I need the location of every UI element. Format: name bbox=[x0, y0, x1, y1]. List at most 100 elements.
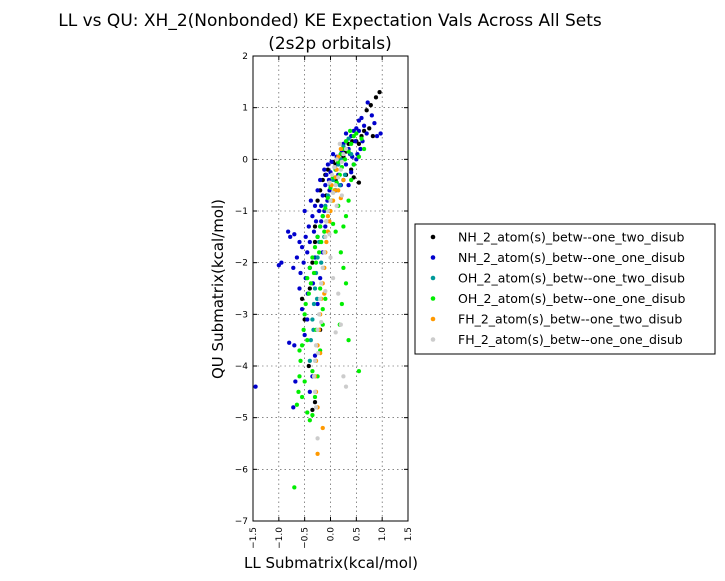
scatter-point bbox=[346, 183, 351, 188]
scatter-point bbox=[279, 260, 284, 265]
scatter-point bbox=[320, 307, 325, 312]
legend-marker bbox=[430, 316, 436, 322]
scatter-point bbox=[302, 332, 307, 338]
scatter-point bbox=[253, 384, 258, 389]
scatter-point bbox=[318, 296, 323, 301]
scatter-point bbox=[315, 234, 320, 239]
scatter-point bbox=[312, 286, 318, 291]
scatter-point bbox=[378, 131, 383, 136]
scatter-point bbox=[347, 128, 353, 134]
scatter-point bbox=[311, 301, 317, 307]
scatter-point bbox=[323, 183, 328, 188]
scatter-point bbox=[333, 330, 338, 335]
scatter-point bbox=[319, 219, 324, 224]
scatter-point bbox=[320, 265, 325, 270]
scatter-point bbox=[305, 338, 310, 343]
scatter-point bbox=[323, 224, 328, 229]
scatter-point bbox=[373, 95, 379, 100]
scatter-point bbox=[343, 281, 349, 286]
scatter-point bbox=[354, 157, 359, 162]
scatter-point bbox=[356, 141, 362, 146]
scatter-point bbox=[332, 164, 337, 170]
scatter-point bbox=[343, 146, 349, 152]
scatter-point bbox=[276, 263, 281, 268]
scatter-point bbox=[313, 260, 319, 265]
scatter-point bbox=[329, 172, 335, 177]
scatter-point bbox=[302, 379, 307, 384]
scatter-point bbox=[374, 133, 380, 139]
scatter-point bbox=[341, 224, 346, 229]
scatter-point bbox=[351, 133, 356, 139]
scatter-point bbox=[354, 126, 359, 131]
scatter-point bbox=[307, 286, 312, 291]
x-tick-label: 1.0 bbox=[378, 527, 388, 542]
scatter-point bbox=[312, 394, 318, 400]
scatter-point bbox=[342, 157, 348, 162]
scatter-point bbox=[303, 234, 308, 239]
legend-marker bbox=[430, 296, 436, 301]
scatter-point bbox=[334, 157, 339, 162]
scatter-point bbox=[336, 188, 341, 193]
scatter-point bbox=[322, 250, 327, 255]
scatter-point bbox=[308, 338, 314, 343]
scatter-point bbox=[302, 208, 307, 214]
scatter-point bbox=[359, 136, 364, 141]
scatter-point bbox=[338, 322, 343, 327]
scatter-point bbox=[341, 152, 346, 157]
scatter-point bbox=[312, 203, 318, 208]
y-tick-label: −7 bbox=[235, 517, 248, 527]
scatter-point bbox=[306, 363, 311, 369]
legend-label: OH_2_atom(s)_betw--one_one_disub bbox=[458, 291, 685, 306]
scatter-point bbox=[323, 296, 328, 301]
legend-marker bbox=[430, 255, 436, 260]
scatter-point bbox=[315, 198, 320, 203]
scatter-point bbox=[319, 239, 324, 245]
chart-title-line-2: (2s2p orbitals) bbox=[268, 34, 392, 54]
scatter-point bbox=[368, 102, 373, 108]
scatter-point bbox=[311, 374, 317, 379]
scatter-point bbox=[296, 389, 301, 394]
scatter-point bbox=[337, 141, 342, 146]
scatter-point bbox=[301, 327, 306, 332]
scatter-point bbox=[346, 338, 351, 343]
scatter-point bbox=[303, 301, 308, 307]
scatter-point bbox=[346, 149, 351, 154]
scatter-point bbox=[324, 172, 329, 177]
scatter-point bbox=[333, 229, 338, 234]
scatter-point bbox=[343, 384, 349, 389]
scatter-point bbox=[308, 198, 314, 203]
scatter-point bbox=[315, 451, 320, 456]
x-tick-label: −1.0 bbox=[275, 527, 285, 549]
y-tick-label: −3 bbox=[235, 310, 248, 320]
scatter-point bbox=[356, 128, 362, 134]
scatter-point bbox=[305, 317, 310, 322]
scatter-point bbox=[338, 250, 343, 255]
scatter-point bbox=[315, 301, 320, 307]
scatter-point bbox=[319, 319, 324, 325]
scatter-point bbox=[361, 128, 367, 134]
y-tick-label: −4 bbox=[235, 362, 249, 372]
scatter-point bbox=[323, 288, 328, 294]
scatter-point bbox=[349, 152, 354, 157]
scatter-point bbox=[294, 255, 300, 260]
scatter-point bbox=[285, 229, 291, 234]
scatter-point bbox=[310, 214, 315, 219]
scatter-point bbox=[341, 177, 346, 183]
scatter-point bbox=[354, 131, 359, 136]
scatter-point bbox=[316, 208, 322, 214]
scatter-point bbox=[302, 312, 307, 317]
y-tick-label: 1 bbox=[242, 104, 248, 114]
scatter-point bbox=[356, 118, 362, 123]
scatter-point bbox=[292, 232, 297, 237]
scatter-point bbox=[346, 136, 351, 141]
scatter-point bbox=[320, 425, 325, 431]
scatter-point bbox=[312, 358, 318, 363]
scatter-point bbox=[343, 139, 349, 144]
scatter-point bbox=[298, 270, 303, 276]
scatter-point bbox=[324, 239, 329, 245]
scatter-point bbox=[356, 180, 362, 185]
series-5-points bbox=[312, 146, 346, 456]
scatter-point bbox=[338, 146, 343, 152]
scatter-point bbox=[312, 353, 318, 358]
